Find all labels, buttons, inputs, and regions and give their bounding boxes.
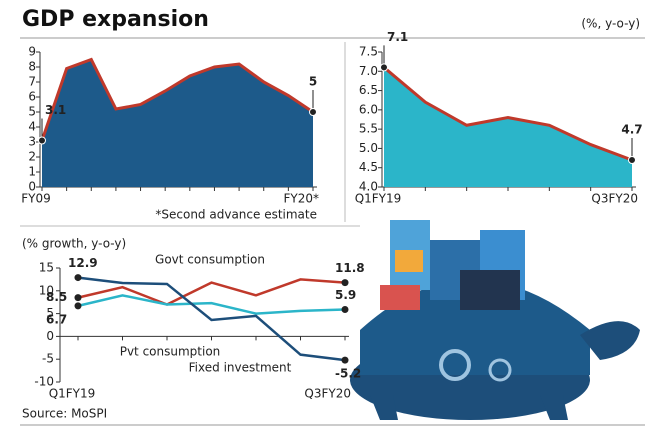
- data-label: 5: [309, 75, 317, 89]
- point: [74, 274, 82, 282]
- data-label: 3.1: [45, 103, 66, 117]
- y-tick-label: 5.5: [359, 122, 378, 136]
- y-tick-label: 6: [28, 90, 36, 104]
- unit: (%, y-o-y): [581, 17, 640, 31]
- data-label: 12.9: [68, 256, 98, 270]
- x-tick-label: Q1FY19: [49, 387, 96, 401]
- y-tick-label: 4.0: [359, 180, 378, 194]
- y-tick-label: 4: [28, 120, 36, 134]
- y-tick-label: 1: [28, 165, 36, 179]
- point: [380, 63, 388, 72]
- y-tick-label: 7: [28, 75, 36, 89]
- y-tick-label: 5.0: [359, 141, 378, 155]
- area: [42, 59, 313, 187]
- point: [341, 279, 349, 287]
- point: [38, 136, 46, 145]
- y-axis-label: (% growth, y-o-y): [22, 237, 126, 251]
- x-tick-label: Q3FY20: [591, 192, 638, 206]
- turtle-illustration: [350, 220, 640, 420]
- x-tick-label: FY09: [21, 192, 51, 206]
- series-name: Fixed investment: [189, 361, 292, 375]
- data-label: 5.9: [335, 288, 356, 302]
- y-tick-label: 6.0: [359, 102, 378, 116]
- area: [384, 67, 632, 187]
- series-line: [77, 294, 346, 315]
- data-label: -5.2: [335, 367, 361, 381]
- line: [40, 57, 314, 141]
- point: [74, 302, 82, 310]
- annotation: *Second advance estimate: [155, 208, 317, 222]
- y-tick-label: -5: [42, 352, 54, 366]
- title: GDP expansion: [22, 7, 209, 32]
- y-tick-label: 15: [39, 261, 54, 275]
- y-tick-label: 9: [28, 45, 36, 59]
- data-label: 8.5: [46, 290, 67, 304]
- series-name: Pvt consumption: [120, 345, 221, 359]
- series-line: [77, 276, 346, 362]
- line: [383, 66, 633, 162]
- y-tick-label: -10: [34, 375, 54, 389]
- y-tick-label: 7.5: [359, 45, 378, 59]
- x-tick-label: Q1FY19: [355, 192, 402, 206]
- series-name: Govt consumption: [155, 253, 265, 267]
- point: [628, 156, 636, 164]
- y-tick-label: 2: [28, 150, 36, 164]
- y-tick-label: 10: [39, 283, 54, 297]
- y-tick-label: 6.5: [359, 83, 378, 97]
- point: [74, 294, 82, 302]
- y-tick-label: 8: [28, 60, 36, 74]
- y-tick-label: 7.0: [359, 64, 378, 78]
- point: [341, 356, 349, 364]
- y-tick-label: 4.5: [359, 160, 378, 174]
- source: Source: MoSPI: [22, 407, 107, 421]
- point: [309, 108, 317, 116]
- point: [341, 305, 349, 313]
- data-label: 7.1: [387, 30, 408, 44]
- y-tick-label: 3: [28, 135, 36, 149]
- y-tick-label: 5: [46, 306, 54, 320]
- y-tick-label: 0: [46, 329, 54, 343]
- x-tick-label: Q3FY20: [304, 387, 351, 401]
- series-line: [77, 278, 346, 306]
- data-label: 4.7: [621, 123, 642, 137]
- y-tick-label: 5: [28, 105, 36, 119]
- y-tick-label: 0: [28, 180, 36, 194]
- x-tick-label: FY20*: [283, 192, 319, 206]
- data-label: 11.8: [335, 261, 365, 275]
- data-label: 6.7: [46, 312, 67, 326]
